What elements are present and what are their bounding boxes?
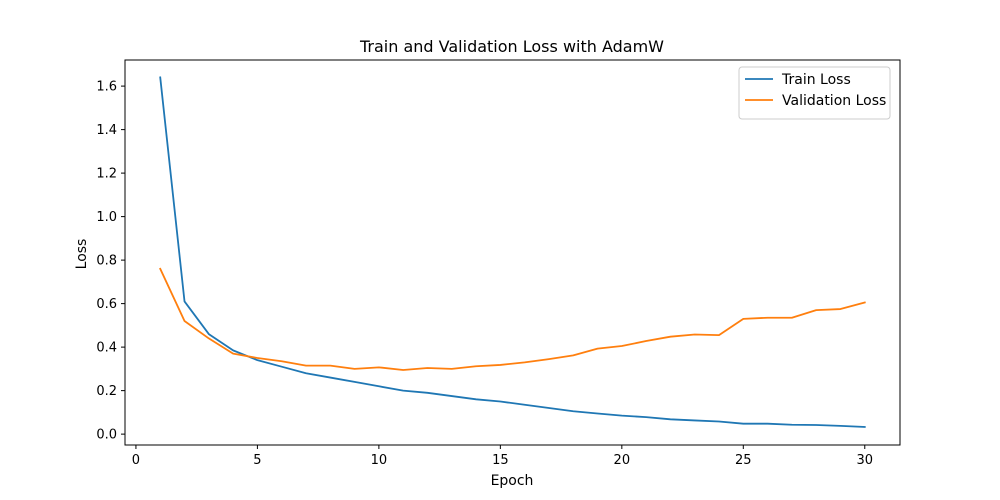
x-tick-label: 25 xyxy=(735,453,752,468)
x-tick-label: 0 xyxy=(132,453,140,468)
y-tick-label: 1.2 xyxy=(96,167,117,182)
y-axis-label: Loss xyxy=(74,239,90,270)
x-tick-label: 5 xyxy=(253,453,261,468)
y-tick-label: 0.6 xyxy=(96,297,117,312)
y-tick-label: 0.0 xyxy=(96,428,117,443)
x-axis-label: Epoch xyxy=(491,473,534,489)
y-axis: 0.0 0.2 0.4 0.6 0.8 1.0 1.2 1.4 1.6 xyxy=(96,80,125,443)
x-tick-label: 30 xyxy=(856,453,873,468)
y-tick-label: 0.4 xyxy=(96,341,117,356)
legend: Train Loss Validation Loss xyxy=(738,66,891,120)
legend-box xyxy=(738,66,891,120)
axes-frame xyxy=(124,59,901,446)
y-tick-label: 0.8 xyxy=(96,254,117,269)
x-tick-label: 20 xyxy=(614,453,631,468)
chart-title: Train and Validation Loss with AdamW xyxy=(359,37,664,56)
legend-label-1: Validation Loss xyxy=(782,93,886,109)
x-tick-label: 15 xyxy=(492,453,509,468)
series-line-1 xyxy=(159,267,866,371)
x-axis: 0 5 10 15 20 25 30 xyxy=(132,445,873,468)
series-line-0 xyxy=(159,76,866,428)
y-tick-label: 1.6 xyxy=(96,80,117,95)
legend-label-0: Train Loss xyxy=(781,72,851,88)
y-tick-label: 1.0 xyxy=(96,210,117,225)
plot-area xyxy=(159,76,866,428)
y-tick-label: 0.2 xyxy=(96,384,117,399)
x-tick-label: 10 xyxy=(371,453,388,468)
y-tick-label: 1.4 xyxy=(96,123,117,138)
